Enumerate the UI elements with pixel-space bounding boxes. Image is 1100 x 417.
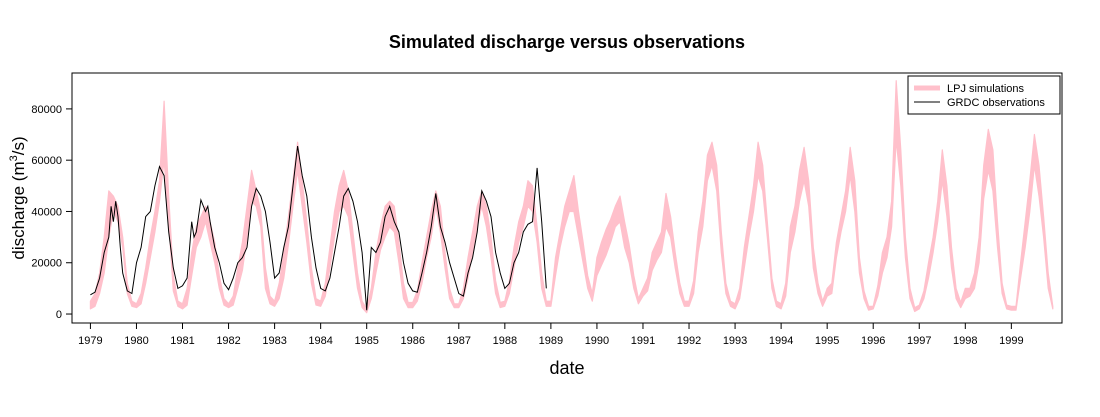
x-axis: 1979 1980 1981 1982 1983 1984 1985 1986 1987 1988… [78, 322, 1024, 347]
x-tick-label: 1994 [769, 335, 793, 347]
x-tick-label: 1980 [124, 335, 148, 347]
x-tick-label: 1999 [999, 335, 1023, 347]
legend: LPJ simulations GRDC observations [907, 75, 1061, 115]
y-axis-label-main: discharge (m [9, 161, 28, 259]
x-tick-label: 1987 [447, 335, 471, 347]
y-tick-label: 0 [56, 309, 62, 321]
y-axis: 0 20000 40000 60000 80000 [31, 104, 73, 321]
y-tick-label: 80000 [31, 104, 62, 116]
simulation-band [89, 80, 1054, 314]
y-axis-label: discharge (m3/s) [8, 136, 28, 259]
observation-line [90, 146, 547, 311]
x-tick-label: 1982 [216, 335, 240, 347]
legend-box [907, 75, 1061, 115]
x-tick-label: 1992 [677, 335, 701, 347]
y-tick-label: 60000 [31, 155, 62, 167]
y-tick-label: 40000 [31, 206, 62, 218]
x-tick-label: 1979 [78, 335, 102, 347]
chart-title: Simulated discharge versus observations [389, 32, 745, 52]
y-axis-label-sup: 3 [8, 155, 20, 161]
x-tick-label: 1988 [493, 335, 517, 347]
x-axis-label: date [549, 358, 584, 378]
x-tick-label: 1995 [815, 335, 839, 347]
x-tick-label: 1985 [354, 335, 378, 347]
observation-line-layer [90, 146, 547, 311]
x-tick-label: 1997 [907, 335, 931, 347]
x-tick-label: 1981 [170, 335, 194, 347]
legend-label-simulation: LPJ simulations [947, 83, 1025, 95]
x-tick-label: 1991 [631, 335, 655, 347]
x-tick-label: 1998 [953, 335, 977, 347]
legend-label-observation: GRDC observations [947, 97, 1045, 109]
x-tick-label: 1990 [585, 335, 609, 347]
x-tick-label: 1986 [401, 335, 425, 347]
x-tick-label: 1984 [308, 335, 332, 347]
y-tick-label: 20000 [31, 258, 62, 270]
x-tick-label: 1989 [539, 335, 563, 347]
simulation-band-layer [89, 80, 1054, 314]
x-tick-label: 1983 [262, 335, 286, 347]
y-axis-label-tail: /s) [9, 136, 28, 155]
x-tick-label: 1993 [723, 335, 747, 347]
x-tick-label: 1996 [861, 335, 885, 347]
